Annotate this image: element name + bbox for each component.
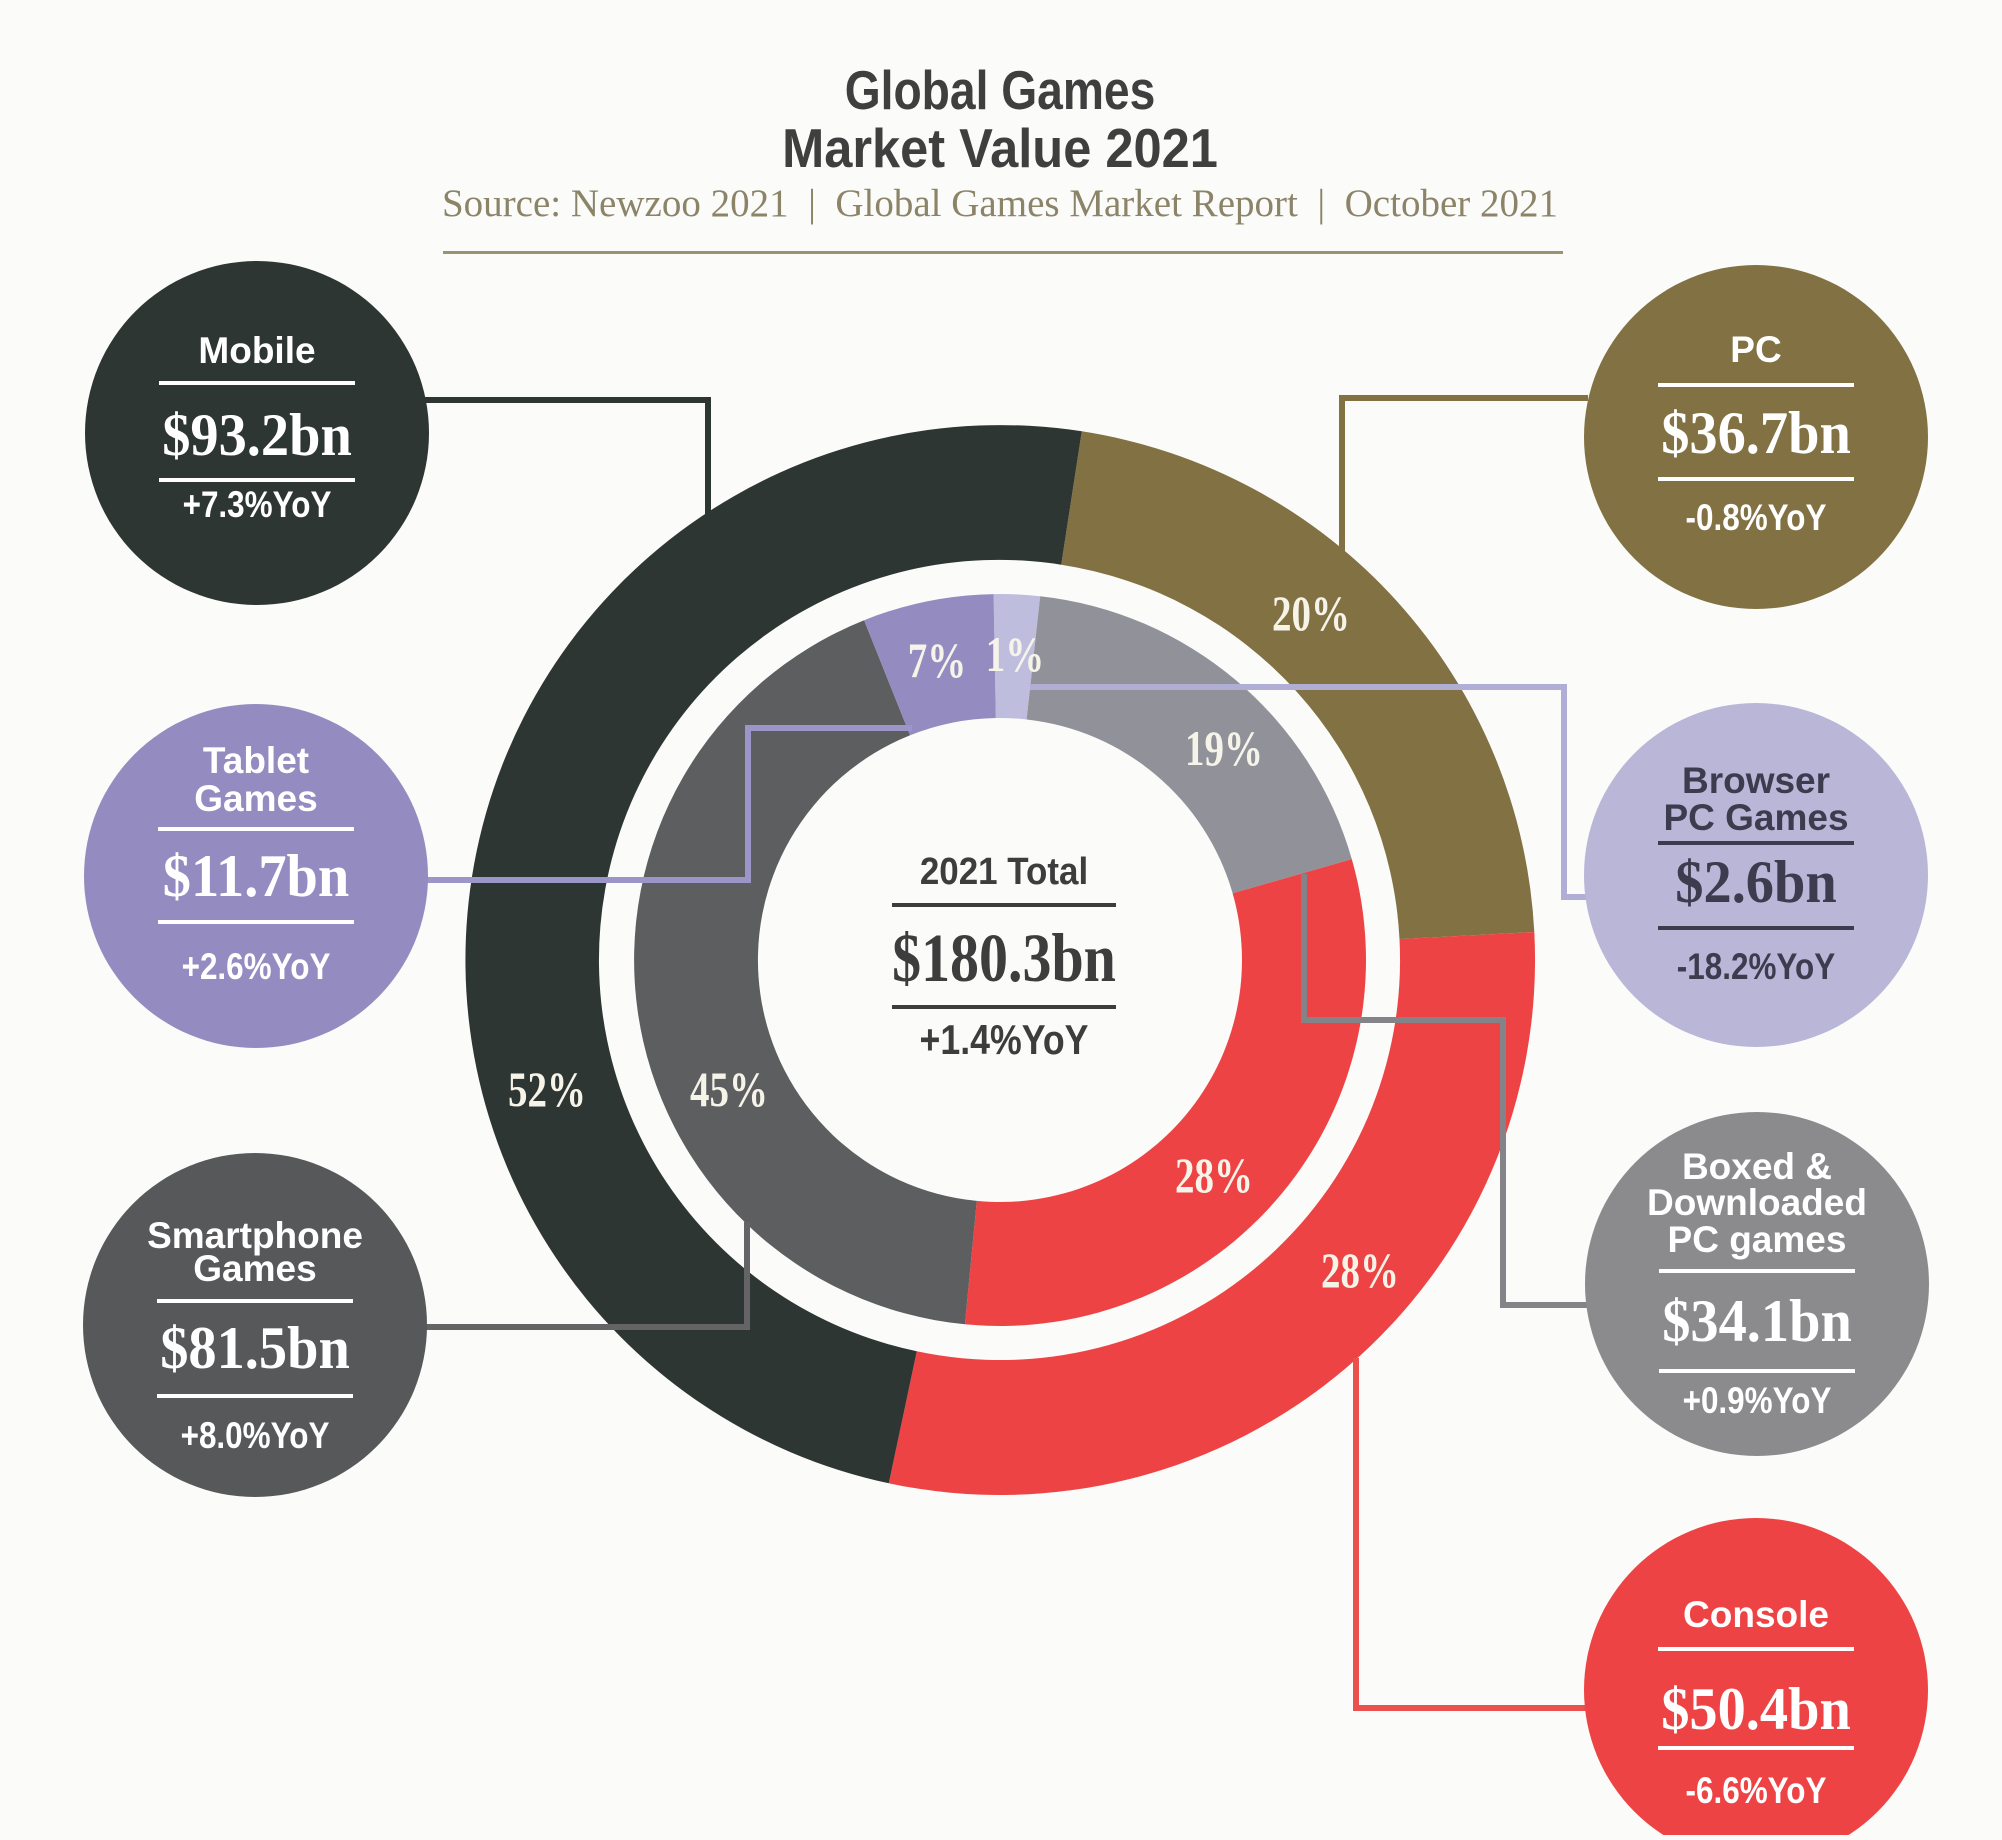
svg-text:7%: 7% [908, 632, 966, 688]
svg-text:$180.3bn: $180.3bn [892, 919, 1116, 996]
svg-text:Boxed &: Boxed & [1682, 1146, 1832, 1187]
svg-text:2021 Total: 2021 Total [920, 850, 1088, 893]
svg-text:$34.1bn: $34.1bn [1662, 1287, 1852, 1354]
svg-text:+2.6%YoY: +2.6%YoY [182, 947, 331, 988]
svg-text:-6.6%YoY: -6.6%YoY [1686, 1771, 1827, 1812]
svg-text:+7.3%YoY: +7.3%YoY [183, 485, 332, 526]
svg-text:PC: PC [1730, 329, 1781, 370]
svg-text:$2.6bn: $2.6bn [1675, 848, 1836, 915]
svg-text:19%: 19% [1185, 720, 1263, 776]
svg-text:52%: 52% [508, 1061, 586, 1117]
svg-text:PC Games: PC Games [1663, 797, 1848, 838]
svg-text:Global Games: Global Games [845, 59, 1156, 121]
svg-text:+1.4%YoY: +1.4%YoY [920, 1017, 1089, 1063]
svg-text:28%: 28% [1175, 1147, 1253, 1203]
svg-text:Games: Games [193, 1248, 316, 1289]
svg-text:Market Value 2021: Market Value 2021 [782, 118, 1218, 179]
svg-text:28%: 28% [1321, 1242, 1399, 1298]
svg-text:$81.5bn: $81.5bn [160, 1314, 350, 1381]
svg-text:Browser: Browser [1682, 760, 1830, 801]
svg-text:$93.2bn: $93.2bn [162, 401, 352, 468]
svg-text:Games: Games [194, 778, 317, 819]
svg-text:$50.4bn: $50.4bn [1661, 1675, 1851, 1742]
svg-text:20%: 20% [1272, 585, 1350, 641]
svg-text:Source: Newzoo 2021 | Global: Source: Newzoo 2021 | Global Games Marke… [442, 182, 1558, 225]
svg-text:Smartphone: Smartphone [147, 1215, 363, 1256]
svg-text:45%: 45% [690, 1061, 768, 1117]
svg-text:Tablet: Tablet [203, 740, 309, 781]
svg-text:+8.0%YoY: +8.0%YoY [181, 1416, 330, 1457]
svg-text:Mobile: Mobile [198, 330, 315, 371]
svg-text:$11.7bn: $11.7bn [163, 842, 350, 909]
svg-text:1%: 1% [986, 626, 1044, 682]
svg-text:Console: Console [1683, 1594, 1829, 1635]
svg-text:Downloaded: Downloaded [1647, 1182, 1867, 1223]
svg-text:-18.2%YoY: -18.2%YoY [1677, 947, 1836, 988]
svg-text:-0.8%YoY: -0.8%YoY [1686, 498, 1827, 539]
svg-text:+0.9%YoY: +0.9%YoY [1683, 1381, 1832, 1422]
svg-text:$36.7bn: $36.7bn [1661, 399, 1851, 466]
svg-text:PC games: PC games [1668, 1219, 1847, 1260]
